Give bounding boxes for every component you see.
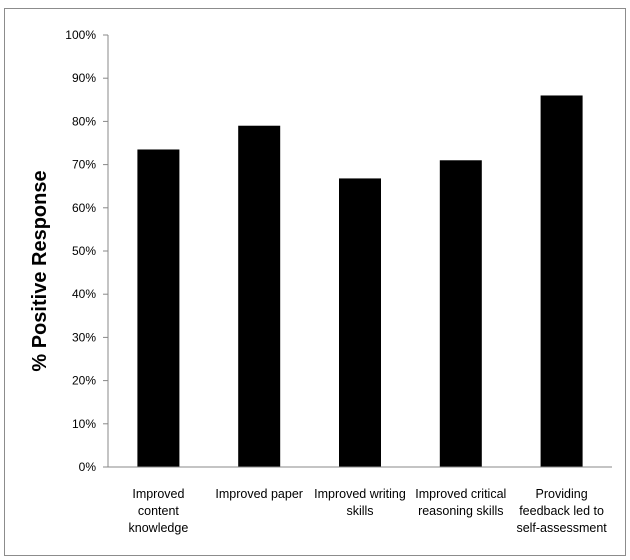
- x-axis-labels: Improved content knowledge Improved paper Im…: [129, 487, 608, 535]
- bar: [339, 178, 381, 467]
- x-tick-label-line: knowledge: [129, 521, 189, 535]
- x-tick-label: Improved critical reasoning skills: [415, 487, 506, 518]
- y-tick-label: 60%: [72, 201, 96, 215]
- y-tick-label: 70%: [72, 158, 96, 172]
- y-tick-label: 90%: [72, 71, 96, 85]
- y-tick-label: 50%: [72, 244, 96, 258]
- x-tick-label-line: Improved: [132, 487, 184, 501]
- x-tick-label: Improved writing skills: [314, 487, 406, 518]
- y-tick-label: 20%: [72, 374, 96, 388]
- x-tick-label-line: feedback led to: [519, 504, 604, 518]
- y-tick-label: 10%: [72, 417, 96, 431]
- y-axis-ticks: 0% 10% 20% 30% 40% 50% 60% 70% 80% 90% 100%: [65, 28, 108, 474]
- x-tick-label-line: self-assessment: [516, 521, 607, 535]
- x-tick-label-line: Providing: [536, 487, 588, 501]
- y-tick-label: 100%: [65, 28, 96, 42]
- y-tick-label: 0%: [79, 460, 97, 474]
- x-tick-label-line: Improved paper: [215, 487, 303, 501]
- bar: [540, 95, 583, 467]
- bar: [439, 160, 482, 467]
- x-tick-label: Improved content knowledge: [129, 487, 189, 535]
- x-tick-label-line: Improved critical: [415, 487, 506, 501]
- x-tick-label-line: Improved writing: [314, 487, 406, 501]
- x-tick-label: Providing feedback led to self-assessment: [516, 487, 607, 535]
- x-tick-label-line: content: [138, 504, 180, 518]
- y-tick-label: 40%: [72, 287, 96, 301]
- x-tick-label-line: reasoning skills: [418, 504, 503, 518]
- y-tick-label: 30%: [72, 330, 96, 344]
- y-axis-label: % Positive Response: [29, 170, 51, 371]
- y-tick-label: 80%: [72, 114, 96, 128]
- x-tick-label: Improved paper: [215, 487, 303, 501]
- x-tick-label-line: skills: [346, 504, 373, 518]
- bars: [137, 95, 583, 468]
- bar: [137, 149, 180, 468]
- bar: [238, 125, 281, 467]
